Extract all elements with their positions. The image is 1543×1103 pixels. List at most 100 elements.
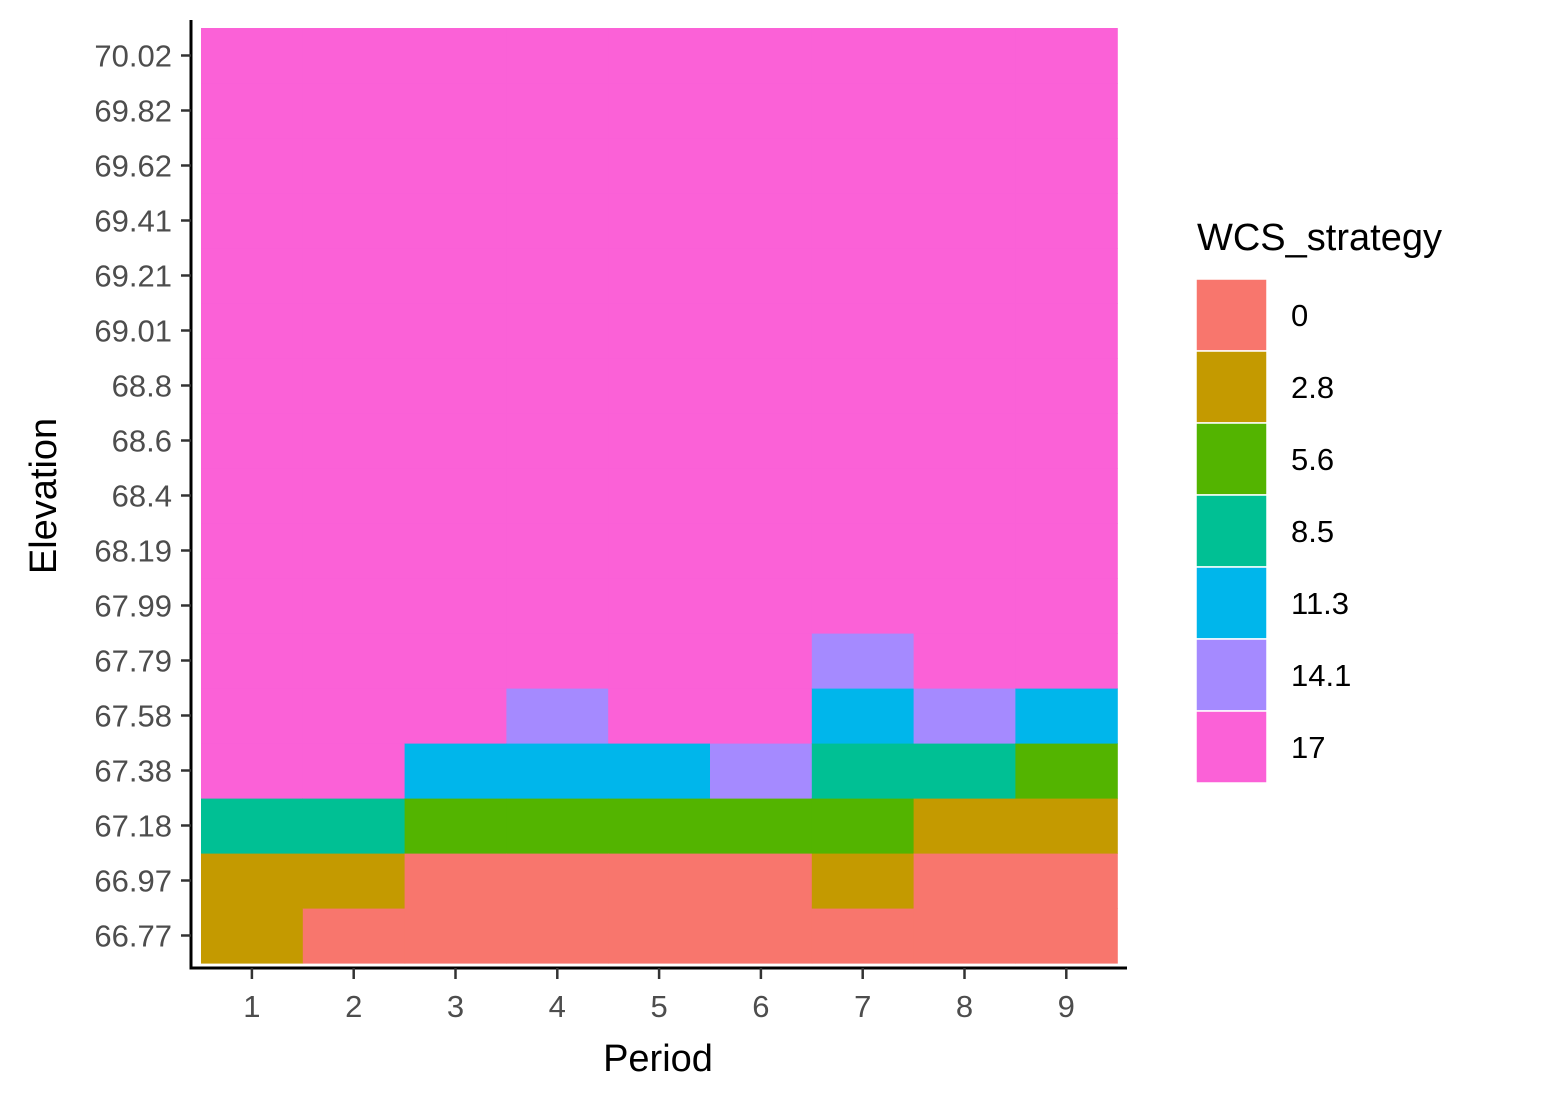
heatmap-cell-period-9-elev-69.62 xyxy=(1015,138,1118,194)
heatmap-cell-period-5-elev-67.58 xyxy=(608,688,711,744)
heatmap-cell-period-4-elev-67.99 xyxy=(506,578,609,634)
heatmap-cell-period-4-elev-69.62 xyxy=(506,138,609,194)
heatmap-cell-period-3-elev-69.41 xyxy=(404,193,507,249)
legend-key-label: 14.1 xyxy=(1291,658,1351,693)
y-tick-label: 67.18 xyxy=(94,809,172,844)
heatmap-cell-period-8-elev-69.82 xyxy=(913,83,1016,139)
heatmap-cell-period-3-elev-70.02 xyxy=(404,28,507,84)
heatmap-cell-period-5-elev-70.02 xyxy=(608,28,711,84)
heatmap-cell-period-6-elev-68.4 xyxy=(710,468,813,524)
heatmap-cell-period-7-elev-69.82 xyxy=(811,83,915,139)
legend-key-label: 17 xyxy=(1291,730,1325,765)
heatmap-cell-period-5-elev-68.6 xyxy=(608,413,711,469)
heatmap-cell-period-5-elev-68.19 xyxy=(608,523,711,579)
heatmap-cell-period-4-elev-70.02 xyxy=(506,28,609,84)
heatmap-cell-period-3-elev-68.8 xyxy=(404,358,507,414)
heatmap-cell-period-5-elev-69.82 xyxy=(608,83,711,139)
heatmap-cell-period-9-elev-69.21 xyxy=(1015,248,1118,304)
heatmap-cell-period-6-elev-68.6 xyxy=(710,413,813,469)
heatmap-cell-period-6-elev-67.58 xyxy=(710,688,813,744)
y-tick-label: 68.19 xyxy=(94,534,172,569)
y-tick-label: 69.21 xyxy=(94,259,172,294)
heatmap-cell-period-8-elev-67.99 xyxy=(913,578,1016,634)
y-tick-label: 68.4 xyxy=(112,479,172,514)
heatmap-cell-period-3-elev-69.01 xyxy=(404,303,507,359)
legend-key-label: 5.6 xyxy=(1291,442,1334,477)
y-tick-label: 67.38 xyxy=(94,754,172,789)
heatmap-cell-period-4-elev-68.19 xyxy=(506,523,609,579)
heatmap-cell-period-1-elev-66.97 xyxy=(201,853,304,909)
x-ticks: 1 2 3 4 5 6 7 8 9 xyxy=(243,968,1075,1024)
legend: WCS_strategy 0 2.8 5.6 8.5 11.3 14.1 17 xyxy=(1195,217,1442,784)
heatmap-cell-period-4-elev-66.97 xyxy=(506,853,609,909)
heatmap-cell-period-3-elev-69.21 xyxy=(404,248,507,304)
heatmap-cell-period-9-elev-66.77 xyxy=(1015,908,1118,964)
heatmap-cell-period-1-elev-67.58 xyxy=(201,688,304,744)
heatmap-cell-period-2-elev-67.79 xyxy=(302,633,406,689)
heatmap-cell-period-1-elev-67.79 xyxy=(201,633,304,689)
heatmap-cell-period-5-elev-66.97 xyxy=(608,853,711,909)
heatmap-cell-period-9-elev-68.8 xyxy=(1015,358,1118,414)
heatmap-cell-period-8-elev-70.02 xyxy=(913,28,1016,84)
x-tick-label: 6 xyxy=(752,989,769,1024)
heatmap-cell-period-7-elev-69.01 xyxy=(811,303,915,359)
heatmap-cell-period-9-elev-66.97 xyxy=(1015,853,1118,909)
heatmap-cell-period-8-elev-66.97 xyxy=(913,853,1016,909)
heatmap-cell-period-6-elev-69.01 xyxy=(710,303,813,359)
heatmap-cell-period-1-elev-70.02 xyxy=(201,28,304,84)
heatmap-cell-period-6-elev-69.82 xyxy=(710,83,813,139)
heatmap-cell-period-4-elev-69.01 xyxy=(506,303,609,359)
x-tick-label: 2 xyxy=(345,989,362,1024)
heatmap-cell-period-2-elev-67.18 xyxy=(302,798,406,854)
heatmap-cell-period-3-elev-67.38 xyxy=(404,743,507,799)
heatmap-cell-period-4-elev-69.21 xyxy=(506,248,609,304)
legend-key-swatch xyxy=(1195,278,1268,352)
x-tick-label: 7 xyxy=(854,989,871,1024)
heatmap-cell-period-8-elev-68.4 xyxy=(913,468,1016,524)
heatmap-cell-period-1-elev-68.4 xyxy=(201,468,304,524)
heatmap-cell-period-8-elev-69.62 xyxy=(913,138,1016,194)
heatmap-cell-period-9-elev-69.41 xyxy=(1015,193,1118,249)
heatmap-cell-period-4-elev-67.18 xyxy=(506,798,609,854)
heatmap-cell-period-6-elev-68.19 xyxy=(710,523,813,579)
heatmap-cell-period-2-elev-66.77 xyxy=(302,908,406,964)
y-tick-label: 67.99 xyxy=(94,589,172,624)
heatmap-cell-period-4-elev-69.82 xyxy=(506,83,609,139)
x-axis-title: Period xyxy=(603,1038,713,1080)
y-tick-label: 66.97 xyxy=(94,864,172,899)
heatmap-cell-period-5-elev-66.77 xyxy=(608,908,711,964)
heatmap-cell-period-1-elev-69.01 xyxy=(201,303,304,359)
heatmap-cell-period-1-elev-69.21 xyxy=(201,248,304,304)
heatmap-cell-period-1-elev-69.62 xyxy=(201,138,304,194)
heatmap-cell-period-8-elev-67.38 xyxy=(913,743,1016,799)
heatmap-cell-period-7-elev-70.02 xyxy=(811,28,915,84)
heatmap-cell-period-9-elev-68.6 xyxy=(1015,413,1118,469)
heatmap-cell-period-9-elev-67.58 xyxy=(1015,688,1118,744)
heatmap-cell-period-7-elev-69.41 xyxy=(811,193,915,249)
heatmap-cell-period-1-elev-67.38 xyxy=(201,743,304,799)
y-tick-label: 70.02 xyxy=(94,39,172,74)
x-tick-label: 3 xyxy=(447,989,464,1024)
heatmap-cell-period-6-elev-67.38 xyxy=(710,743,813,799)
heatmap-cell-period-8-elev-67.79 xyxy=(913,633,1016,689)
heatmap-cell-period-7-elev-68.19 xyxy=(811,523,915,579)
heatmap-cell-period-8-elev-66.77 xyxy=(913,908,1016,964)
legend-key-label: 2.8 xyxy=(1291,370,1334,405)
legend-key-label: 0 xyxy=(1291,298,1308,333)
heatmap-cell-period-7-elev-68.8 xyxy=(811,358,915,414)
heatmap-cell-period-8-elev-69.41 xyxy=(913,193,1016,249)
heatmap-cell-period-5-elev-67.99 xyxy=(608,578,711,634)
x-tick-label: 4 xyxy=(549,989,566,1024)
y-tick-label: 69.41 xyxy=(94,204,172,239)
heatmap-cell-period-3-elev-69.82 xyxy=(404,83,507,139)
legend-key-swatch xyxy=(1195,494,1268,568)
heatmap-cell-period-3-elev-66.77 xyxy=(404,908,507,964)
y-tick-label: 67.58 xyxy=(94,699,172,734)
legend-title: WCS_strategy xyxy=(1197,217,1442,259)
heatmap-cell-period-5-elev-68.8 xyxy=(608,358,711,414)
y-tick-label: 66.77 xyxy=(94,919,172,954)
heatmap-cell-period-8-elev-67.58 xyxy=(913,688,1016,744)
heatmap-cell-period-3-elev-68.19 xyxy=(404,523,507,579)
heatmap-cell-period-3-elev-68.4 xyxy=(404,468,507,524)
